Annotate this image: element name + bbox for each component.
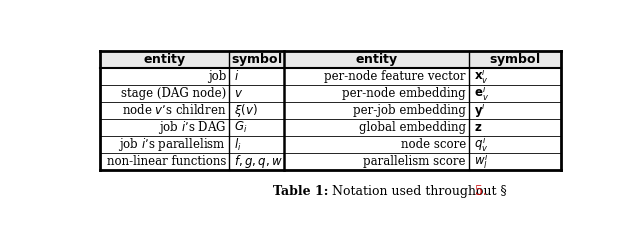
Text: per-node embedding: per-node embedding [342,87,466,100]
Text: per-node feature vector: per-node feature vector [324,70,466,83]
Text: $l_{i}$: $l_{i}$ [234,137,241,152]
Text: $i$: $i$ [234,69,239,83]
Bar [100,51,561,68]
Text: $\mathbf{z}$: $\mathbf{z}$ [474,121,482,134]
Text: $\mathbf{e}_{v}^{i}$: $\mathbf{e}_{v}^{i}$ [474,84,489,103]
Text: $\xi(v)$: $\xi(v)$ [234,102,258,119]
Text: parallelism score: parallelism score [364,155,466,168]
Text: $w_{l}^{i}$: $w_{l}^{i}$ [474,152,488,171]
Text: $\bf{entity}$: $\bf{entity}$ [355,51,398,68]
Text: job $i$’s parallelism: job $i$’s parallelism [118,136,226,153]
Text: $\mathbf{x}_{v}^{i}$: $\mathbf{x}_{v}^{i}$ [474,67,488,86]
Text: job $i$’s DAG: job $i$’s DAG [158,119,226,136]
Text: Table 1:: Table 1: [273,185,328,198]
Text: $v$: $v$ [234,87,243,100]
Text: $\bf{symbol}$: $\bf{symbol}$ [490,51,541,68]
Text: 5.: 5. [475,185,486,198]
Text: non-linear functions: non-linear functions [107,155,226,168]
Text: job: job [207,70,226,83]
Text: node score: node score [401,138,466,151]
Text: $G_{i}$: $G_{i}$ [234,120,247,135]
Text: global embedding: global embedding [359,121,466,134]
Text: per-job embedding: per-job embedding [353,104,466,117]
Text: $\bf{entity}$: $\bf{entity}$ [143,51,186,68]
Text: $f, g, q, w$: $f, g, q, w$ [234,153,283,170]
Text: stage (DAG node): stage (DAG node) [121,87,226,100]
Text: Notation used throughout §: Notation used throughout § [328,185,507,198]
Text: $\mathbf{y}^{i}$: $\mathbf{y}^{i}$ [474,101,486,120]
Text: node $v$’s children: node $v$’s children [122,103,226,117]
Text: $q_{v}^{i}$: $q_{v}^{i}$ [474,135,488,154]
Text: $\bf{symbol}$: $\bf{symbol}$ [231,51,282,68]
